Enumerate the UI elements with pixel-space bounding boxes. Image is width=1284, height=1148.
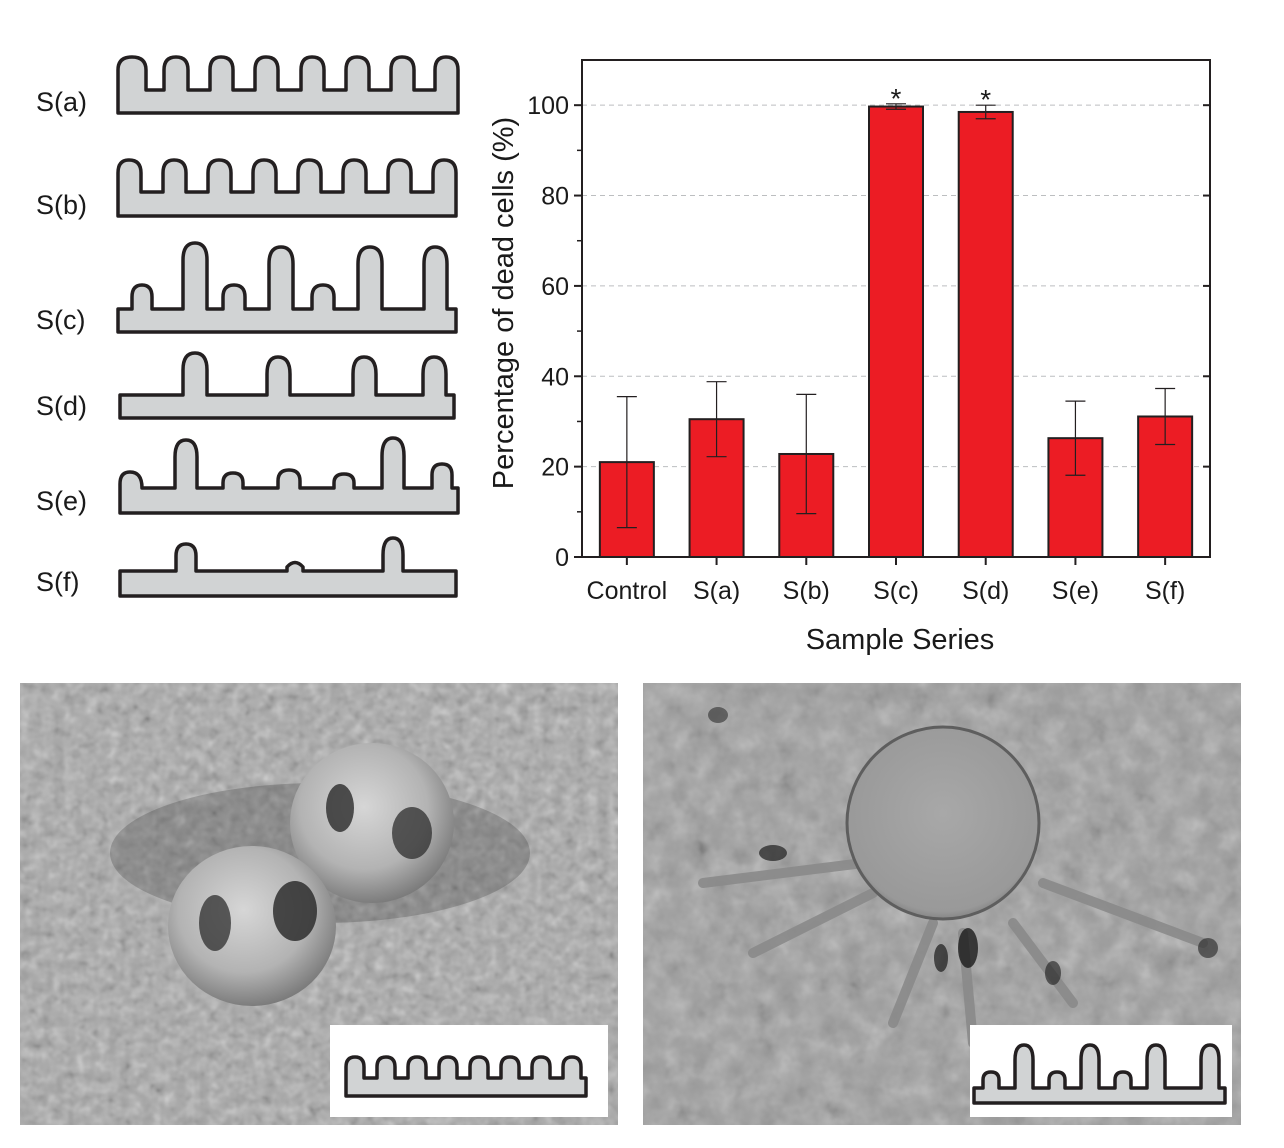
profile-s-a [116, 55, 460, 115]
significance-marker: * [891, 83, 902, 114]
profile-s-b [116, 158, 458, 218]
bar-S(d) [957, 110, 1014, 559]
y-tick-label: 0 [555, 544, 569, 572]
profile-s-e [118, 436, 460, 515]
profile-s-f [118, 536, 458, 598]
schematic-label-c: S(c) [36, 305, 86, 335]
chart-bars [598, 105, 1194, 559]
schematic-labels: S(a) S(b) S(c) S(d) S(e) S(f) [36, 87, 87, 597]
chart-significance-markers: * * [891, 83, 992, 115]
schematic-profiles [116, 55, 460, 598]
schematic-label-d: S(d) [36, 391, 87, 421]
x-tick-label: S(b) [783, 577, 830, 605]
x-tick-label: Control [587, 577, 668, 605]
bar-S(c) [868, 105, 924, 559]
y-tick-label: 80 [541, 183, 569, 211]
chart-error-bars [616, 103, 1176, 529]
y-tick-label: 40 [541, 363, 569, 391]
micrograph-right [643, 683, 1241, 1125]
x-tick-label: S(f) [1145, 577, 1185, 605]
schematic-label-e: S(e) [36, 486, 87, 516]
x-axis-title: Sample Series [806, 624, 995, 656]
profile-s-c [116, 241, 458, 334]
chart-y-ticks: 0 20 40 60 80 100 [527, 92, 1210, 572]
x-tick-label: S(a) [693, 577, 740, 605]
schematic-label-a: S(a) [36, 87, 87, 117]
y-axis-title: Percentage of dead cells (%) [488, 117, 520, 489]
significance-marker: * [980, 84, 991, 115]
chart-x-ticks: Control S(a) S(b) S(c) S(d) S(e) S(f) [587, 557, 1185, 605]
x-tick-label: S(d) [962, 577, 1009, 605]
sem-image-right [643, 683, 1241, 1125]
schematic-label-f: S(f) [36, 567, 80, 597]
profile-s-d [118, 351, 456, 420]
y-tick-label: 20 [541, 454, 569, 482]
inset-profile-uniform [344, 1055, 588, 1098]
x-tick-label: S(c) [873, 577, 919, 605]
inset-profile-mixed [972, 1043, 1227, 1105]
sem-image-left [20, 683, 618, 1125]
micrograph-left [20, 683, 618, 1125]
schematic-label-b: S(b) [36, 190, 87, 220]
y-tick-label: 60 [541, 273, 569, 301]
x-tick-label: S(e) [1052, 577, 1099, 605]
chart-gridlines [582, 104, 1210, 468]
y-tick-label: 100 [527, 92, 569, 120]
